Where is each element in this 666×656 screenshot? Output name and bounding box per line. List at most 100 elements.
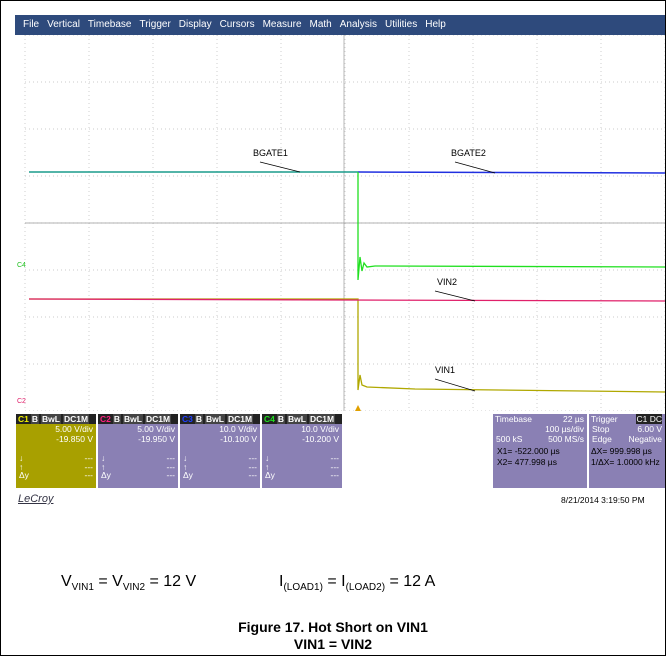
trigger-marker xyxy=(355,405,361,411)
side-marker: C4 xyxy=(17,262,26,269)
t: VIN1 xyxy=(71,582,94,594)
channel-stat: ↓ --- xyxy=(180,454,260,463)
equation-right: I(LOAD1) = I(LOAD2) = 12 A xyxy=(279,573,435,593)
channel-header: C4 B BwL DC1M xyxy=(262,414,342,424)
channel-offset: -19.850 V xyxy=(56,434,93,444)
menu-item: Analysis xyxy=(339,19,377,30)
stat-label: Δy xyxy=(265,470,275,480)
value: 500 kS xyxy=(496,434,523,444)
trace-label: BGATE2 xyxy=(451,148,486,158)
channel-stat: Δy --- xyxy=(16,471,96,480)
channel-flag: BwL xyxy=(123,414,143,424)
channel-header: C2 B BwL DC1M xyxy=(98,414,178,424)
stat-label: ↓ xyxy=(183,453,188,463)
channel-flag: DC1M xyxy=(308,414,336,424)
stat-label: ↑ xyxy=(101,461,106,472)
trigger-box: Trigger C1 DC Stop 6.00 V Edge Negative xyxy=(589,414,665,488)
stat-label: Δy xyxy=(101,470,111,480)
t: (LOAD1) xyxy=(283,582,323,594)
cursor-x1: X1= -522.000 µs xyxy=(497,446,560,456)
channel-stat: ↓ --- xyxy=(98,454,178,463)
channel-box: C4 B BwL DC1M 10.0 V/div -10.200 V ↓ --- ↑ --- Δy -… xyxy=(262,414,342,488)
cursor-x2: X2= 477.998 µs xyxy=(497,457,557,467)
stat-value: --- xyxy=(248,453,258,463)
stat-label: ↑ xyxy=(265,461,270,472)
stat-value: --- xyxy=(330,461,340,472)
cursor-inv: 1/ΔX= 1.0000 kHz xyxy=(591,457,660,467)
channel-stat: ↓ --- xyxy=(262,454,342,463)
menu-item: Display xyxy=(178,19,212,30)
channel-stat: Δy --- xyxy=(262,471,342,480)
channel-flag: B xyxy=(30,414,40,424)
leader xyxy=(454,161,496,174)
stat-label: ↑ xyxy=(183,461,188,472)
stat-value: --- xyxy=(84,461,94,472)
menu-item: Timebase xyxy=(87,19,132,30)
leader xyxy=(434,378,476,392)
value: 22 µs xyxy=(563,414,584,424)
channel-flag: BwL xyxy=(41,414,61,424)
trace-bgate2 xyxy=(357,171,665,174)
t: (LOAD2) xyxy=(345,582,386,594)
channel-flag: B xyxy=(194,414,204,424)
channel-name: C2 xyxy=(100,414,111,424)
brand: LeCroy xyxy=(18,493,54,505)
menu-item: Vertical xyxy=(47,19,80,30)
stat-value: --- xyxy=(166,453,176,463)
cursor-dx: ΔX= 999.998 µs xyxy=(591,446,652,456)
label: Trigger xyxy=(591,414,618,424)
channel-stat: ↑ --- xyxy=(16,461,96,472)
timebase-box: Timebase 22 µs 100 µs/div 500 kS 500 MS/s xyxy=(493,414,587,488)
channel-scale: 5.00 V/div xyxy=(137,424,175,434)
channel-offset: -10.200 V xyxy=(302,434,339,444)
t: = I xyxy=(322,573,346,590)
side-marker: C2 xyxy=(17,398,26,405)
stat-value: --- xyxy=(330,453,340,463)
channel-flag: B xyxy=(112,414,122,424)
equation-left: VVIN1 = VVIN2 = 12 V xyxy=(61,573,196,593)
channel-flag: BwL xyxy=(205,414,225,424)
channel-name: C3 xyxy=(182,414,193,424)
stat-value: --- xyxy=(248,461,258,472)
timestamp: 8/21/2014 3:19:50 PM xyxy=(561,495,645,505)
channel-offset: -19.950 V xyxy=(138,434,175,444)
channel-flag: B xyxy=(276,414,286,424)
channel-box: C2 B BwL DC1M 5.00 V/div -19.950 V ↓ --- ↑ --- Δy -… xyxy=(98,414,178,488)
trace-label: VIN2 xyxy=(437,277,457,287)
stat-label: Δy xyxy=(183,470,193,480)
trace-label: BGATE1 xyxy=(253,148,288,158)
stat-label: ↓ xyxy=(101,453,106,463)
channel-stat: Δy --- xyxy=(98,471,178,480)
channel-scale: 10.0 V/div xyxy=(301,424,339,434)
caption: VIN1 = VIN2 xyxy=(293,636,373,652)
value: 100 µs/div xyxy=(545,424,584,434)
value: Edge xyxy=(592,434,612,444)
channel-name: C1 xyxy=(18,414,29,424)
menu-bar: File Vertical Timebase Trigger Display Cursor… xyxy=(15,15,665,35)
menu-item: File xyxy=(23,19,40,30)
channel-box: C1 B BwL DC1M 5.00 V/div -19.850 V ↓ --- ↑ --- Δy -… xyxy=(16,414,96,488)
t: I xyxy=(279,573,284,590)
menu-item: Utilities xyxy=(384,19,418,30)
trace-label: VIN1 xyxy=(435,365,455,375)
stat-label: Δy xyxy=(19,470,29,480)
menu-item: Measure xyxy=(262,19,302,30)
stat-value: --- xyxy=(84,453,94,463)
label: Timebase xyxy=(495,414,533,424)
channel-flag: DC1M xyxy=(144,414,172,424)
channel-stat: ↑ --- xyxy=(180,461,260,472)
channel-name: C4 xyxy=(264,414,275,424)
channel-stat: ↓ --- xyxy=(16,454,96,463)
menu-item: Help xyxy=(425,19,446,30)
channel-stat: Δy --- xyxy=(180,471,260,480)
stat-value: --- xyxy=(166,461,176,472)
channel-header: C3 B BwL DC1M xyxy=(180,414,260,424)
menu-item: Trigger xyxy=(139,19,171,30)
channel-flag: DC1M xyxy=(226,414,254,424)
trace-vin2 xyxy=(28,298,665,302)
leader xyxy=(259,161,301,173)
menu-item: Math xyxy=(309,19,332,30)
menu-item: Cursors xyxy=(219,19,255,30)
channel-stat: ↑ --- xyxy=(262,461,342,472)
